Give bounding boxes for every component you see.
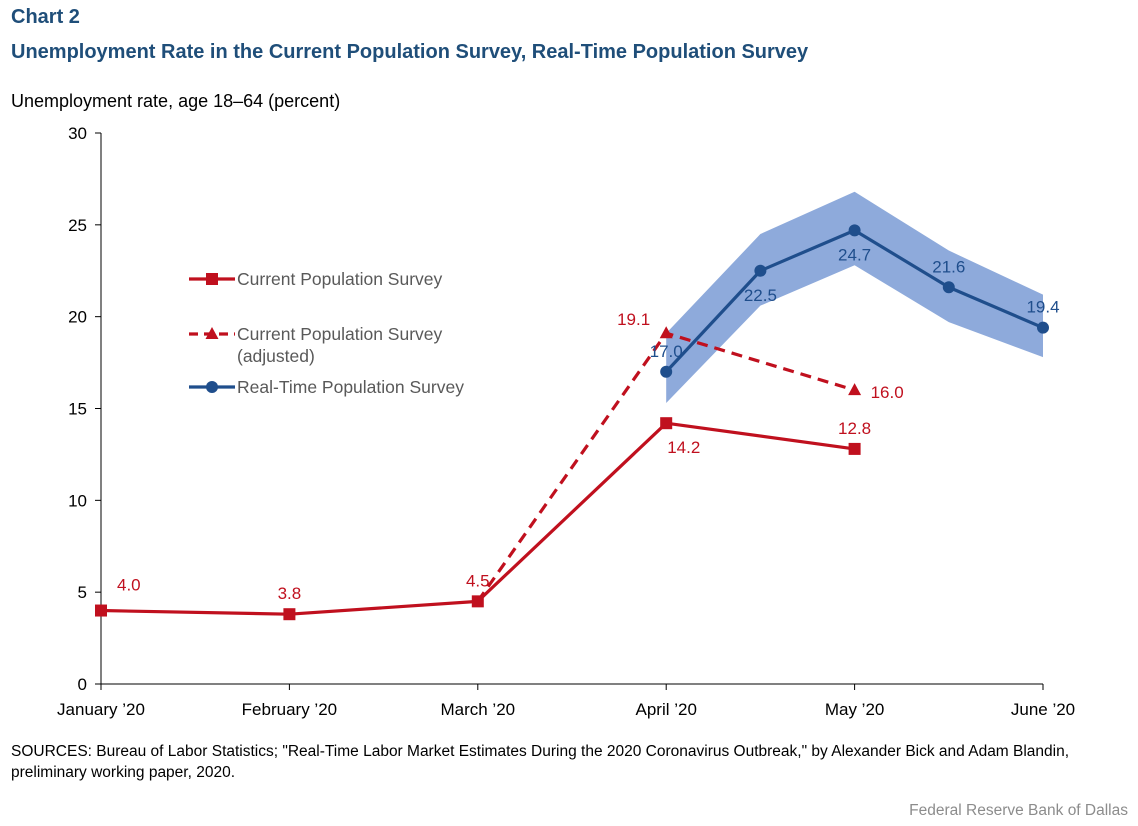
data-label: 17.0 (650, 342, 683, 361)
publisher-credit: Federal Reserve Bank of Dallas (909, 802, 1128, 819)
data-point-square (848, 442, 861, 455)
data-label: 19.4 (1026, 298, 1059, 317)
data-point-square (660, 417, 673, 430)
y-tick-label: 30 (68, 124, 87, 143)
legend-label: Real-Time Population Survey (237, 377, 464, 397)
y-axis-label: Unemployment rate, age 18–64 (percent) (11, 91, 341, 111)
data-point-triangle (659, 326, 673, 339)
data-point-circle (660, 365, 673, 378)
y-tick-label: 0 (78, 675, 87, 694)
x-tick-label: April ’20 (635, 700, 696, 719)
legend-marker-triangle (205, 327, 219, 339)
data-point-circle (942, 281, 955, 294)
y-tick-label: 20 (68, 308, 87, 327)
x-tick-label: February ’20 (242, 700, 337, 719)
legend-label: (adjusted) (237, 346, 315, 366)
y-tick-label: 25 (68, 216, 87, 235)
x-tick-label: January ’20 (57, 700, 145, 719)
x-tick-label: June ’20 (1011, 700, 1075, 719)
data-label: 12.8 (838, 419, 871, 438)
data-point-square (283, 608, 296, 621)
y-tick-label: 5 (78, 583, 87, 602)
data-point-circle (754, 264, 767, 277)
data-point-triangle (848, 383, 862, 396)
legend-label: Current Population Survey (237, 269, 442, 289)
data-point-circle (1037, 321, 1049, 334)
legend-marker-circle (206, 381, 218, 393)
chart-title: Unemployment Rate in the Current Populat… (11, 41, 809, 63)
data-point-square (95, 604, 107, 617)
data-label: 14.2 (667, 438, 700, 457)
data-label: 21.6 (932, 257, 965, 276)
line-chart: 0 5 10 15 20 25 30 January ’20 February ’20 March… (57, 124, 1075, 719)
data-point-circle (848, 224, 861, 237)
y-tick-label: 10 (68, 491, 87, 510)
data-label: 4.5 (466, 571, 490, 590)
x-tick-label: March ’20 (440, 700, 515, 719)
data-label: 22.5 (744, 286, 777, 305)
data-point-square (471, 595, 484, 608)
data-label: 24.7 (838, 245, 871, 264)
chart-number: Chart 2 (11, 6, 80, 28)
data-label: 4.0 (117, 576, 141, 595)
y-tick-label: 15 (68, 400, 87, 419)
x-tick-label: May ’20 (825, 700, 885, 719)
data-label: 3.8 (278, 584, 302, 603)
legend-label: Current Population Survey (237, 324, 442, 344)
data-label: 19.1 (617, 310, 650, 329)
sources-note: SOURCES: Bureau of Labor Statistics; "Re… (11, 743, 1070, 781)
legend-marker-square (206, 273, 218, 285)
data-label: 16.0 (871, 383, 904, 402)
confidence-band (666, 191, 1043, 403)
